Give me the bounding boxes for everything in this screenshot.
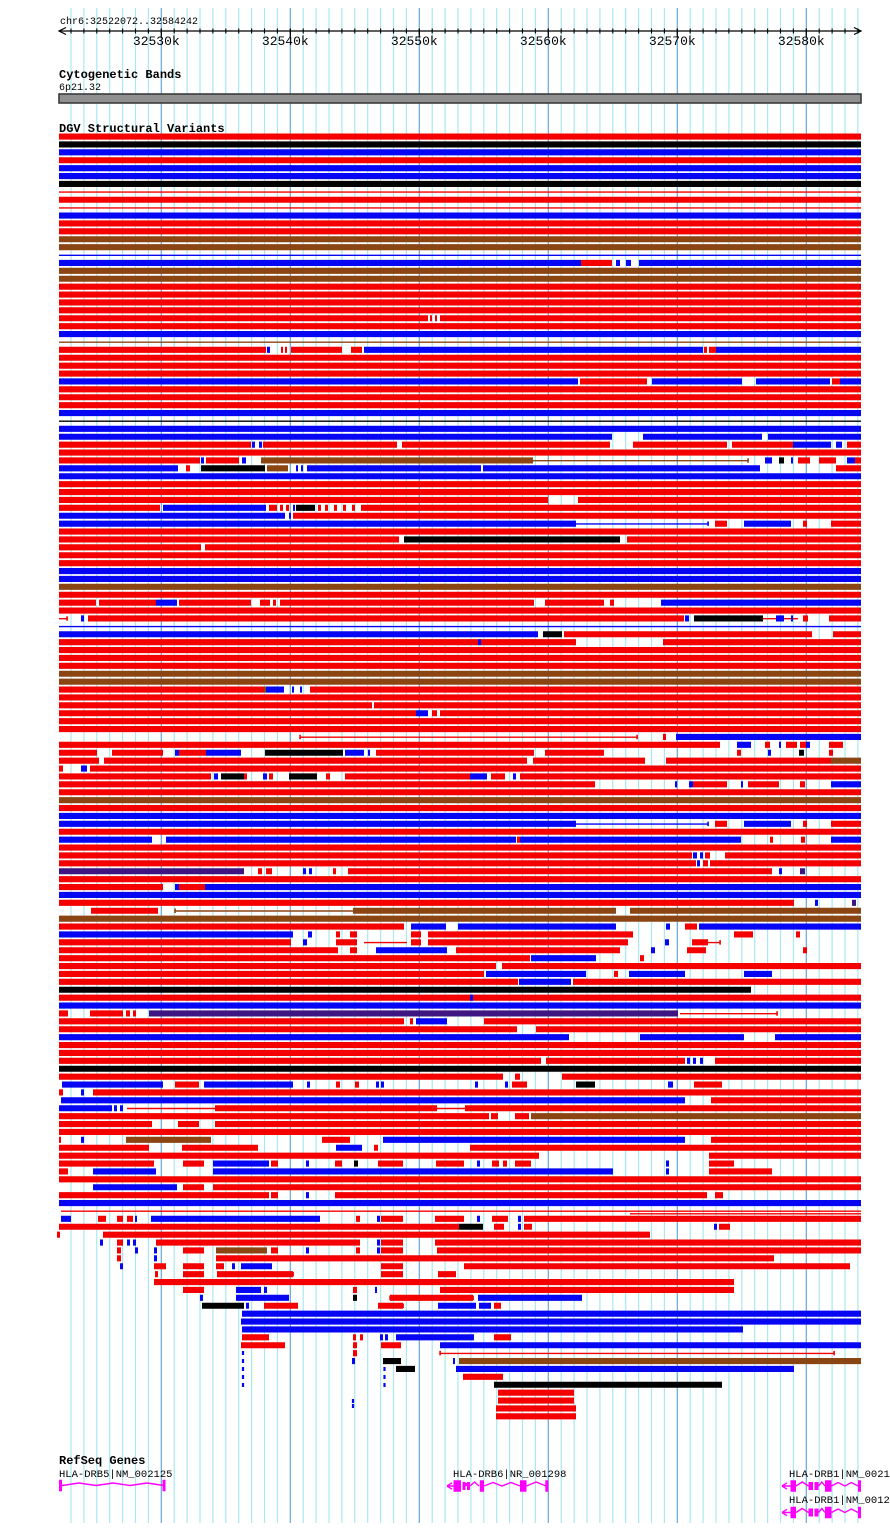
- svg-text:6p21.32: 6p21.32: [59, 83, 101, 94]
- svg-text:HLA-DRB1|NM_00124: HLA-DRB1|NM_00124: [789, 1495, 890, 1507]
- svg-text:32570k: 32570k: [649, 34, 696, 49]
- svg-text:32550k: 32550k: [391, 34, 438, 49]
- svg-text:HLA-DRB6|NR_001298: HLA-DRB6|NR_001298: [453, 1469, 566, 1481]
- svg-text:HLA-DRB1|NM_00212: HLA-DRB1|NM_00212: [789, 1469, 890, 1481]
- svg-text:DGV Structural Variants: DGV Structural Variants: [59, 122, 225, 136]
- svg-text:32530k: 32530k: [133, 34, 180, 49]
- svg-text:Cytogenetic Bands: Cytogenetic Bands: [59, 68, 181, 82]
- svg-text:HLA-DRB5|NM_002125: HLA-DRB5|NM_002125: [59, 1469, 172, 1481]
- svg-text:32540k: 32540k: [262, 34, 309, 49]
- svg-text:32580k: 32580k: [778, 34, 825, 49]
- svg-text:32560k: 32560k: [520, 34, 567, 49]
- svg-text:chr6:32522072..32584242: chr6:32522072..32584242: [60, 16, 198, 28]
- svg-text:RefSeq Genes: RefSeq Genes: [59, 1454, 145, 1468]
